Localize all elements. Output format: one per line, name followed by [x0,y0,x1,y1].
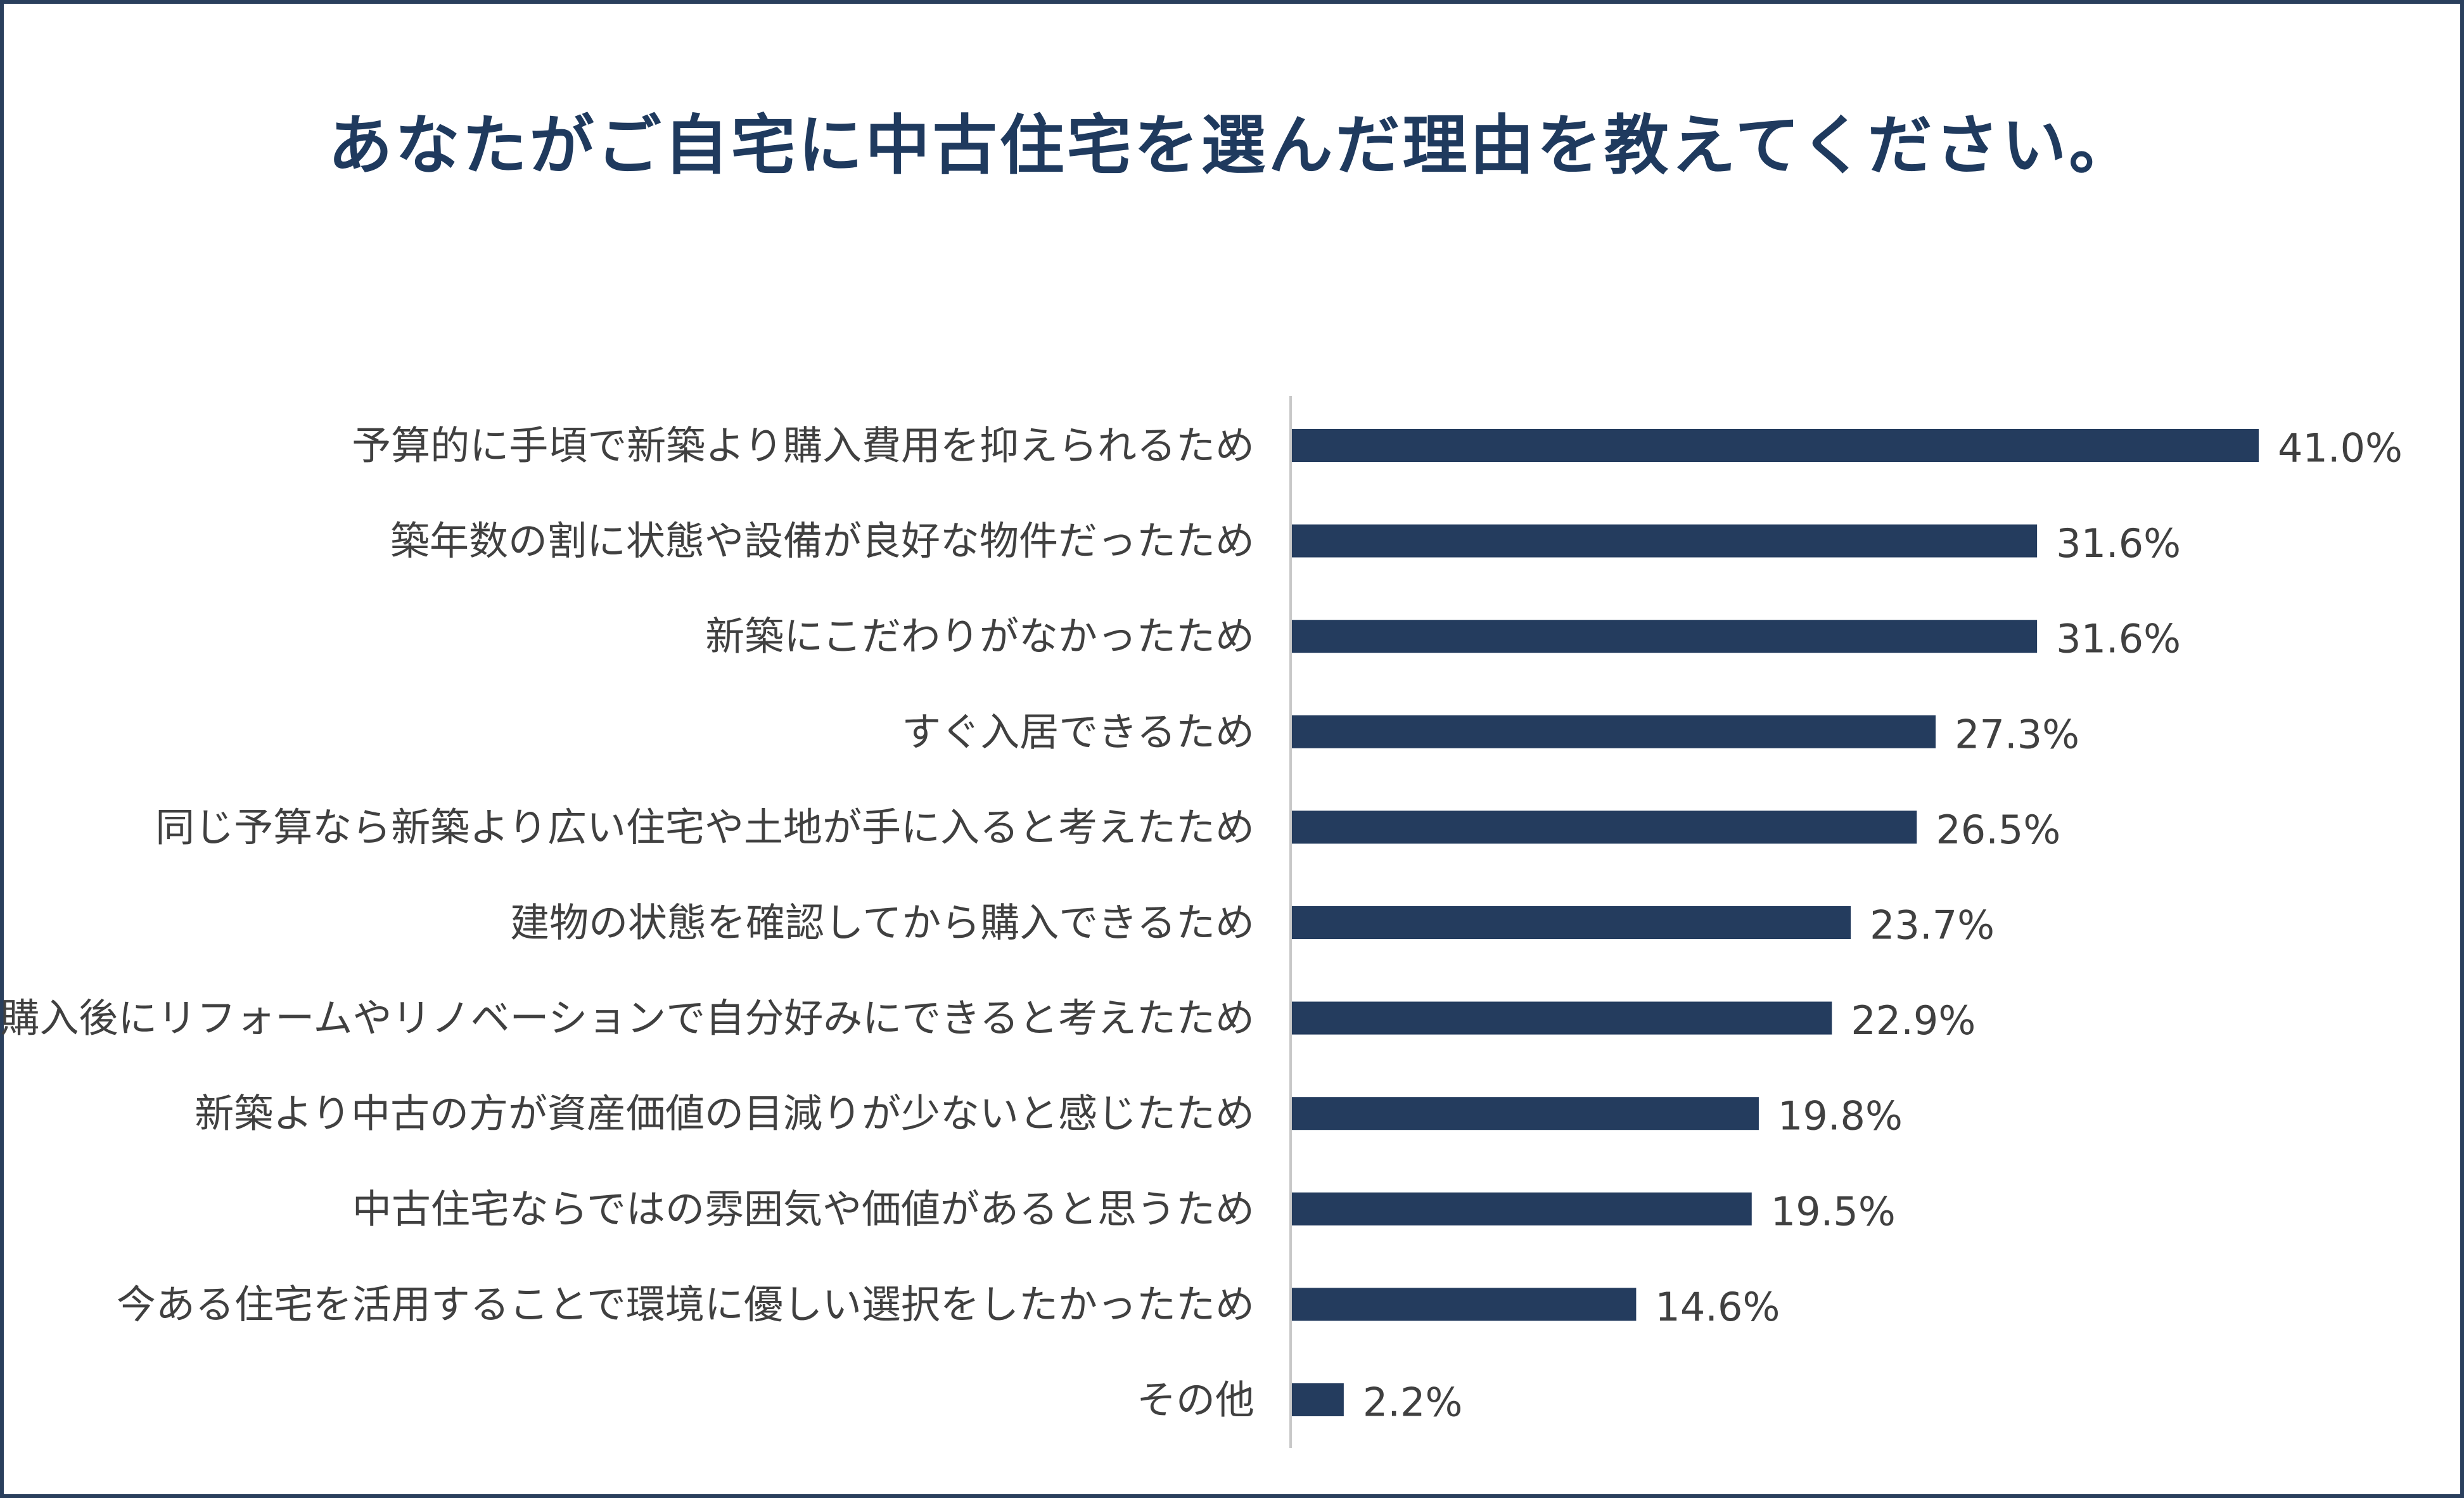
category-label: 予算的に手頃で新築より購入費用を抑えられるため [352,423,1254,469]
data-label: 19.8% [1778,1093,1903,1139]
category-label: すぐ入居できるため [902,708,1254,755]
data-label: 26.5% [1936,807,2060,853]
data-label: 14.6% [1655,1284,1780,1330]
bar [1292,1288,1637,1321]
chart-title: あなたがご自宅に中古住宅を選んだ理由を教えてください。 [328,108,2136,184]
category-label: 今ある住宅を活用することで環境に優しい選択をしたかったため [117,1281,1254,1328]
bar [1292,429,2259,462]
data-label: 41.0% [2278,425,2403,471]
category-label: 築年数の割に状態や設備が良好な物件だったため [390,518,1254,564]
category-label: 購入後にリフォームやリノベーションで自分好みにできると考えたため [0,995,1254,1041]
bar [1292,810,1917,844]
category-label: 新築にこだわりがなかったため [705,613,1254,660]
category-label: 新築より中古の方が資産価値の目減りが少ないと感じたため [195,1091,1254,1137]
data-label: 22.9% [1851,997,1976,1044]
bar [1292,1097,1759,1130]
data-label: 23.7% [1870,902,1995,949]
bar [1292,715,1936,748]
data-label: 19.5% [1771,1188,1896,1234]
bar [1292,1383,1344,1416]
bar [1292,524,2038,558]
bar [1292,1001,1832,1035]
data-label: 2.2% [1363,1380,1463,1426]
bar [1292,1192,1752,1226]
bar [1292,906,1851,939]
category-label: 同じ予算なら新築より広い住宅や土地が手に入ると考えたため [155,804,1254,850]
category-label: 建物の状態を確認してから購入できるため [510,900,1254,946]
data-label: 31.6% [2056,520,2181,567]
data-label: 31.6% [2056,616,2181,662]
category-label: その他 [1137,1377,1254,1423]
bar [1292,620,2038,653]
category-label: 中古住宅ならではの雰囲気や価値があると思うため [352,1186,1254,1232]
data-label: 27.3% [1955,711,2079,757]
